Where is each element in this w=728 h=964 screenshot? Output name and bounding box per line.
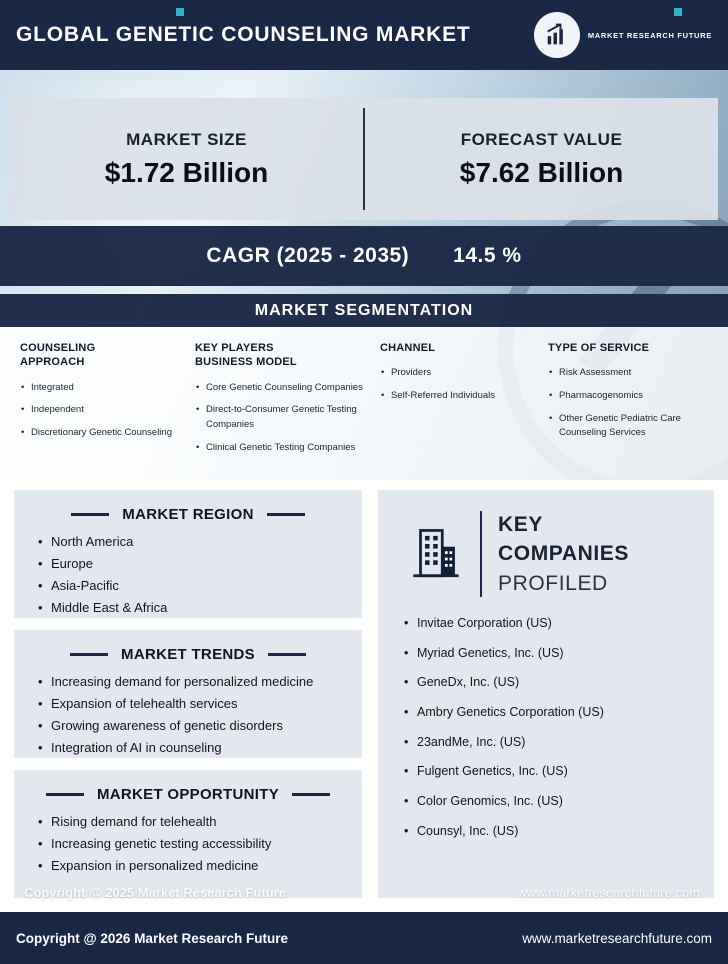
- segmentation-list: Core Genetic Counseling Companies Direct…: [195, 381, 364, 456]
- key-companies-box: KEY COMPANIES PROFILED Invitae Corporati…: [378, 490, 714, 898]
- list-item: 23andMe, Inc. (US): [404, 735, 694, 751]
- list-item: Invitae Corporation (US): [404, 616, 694, 632]
- list-item: Clinical Genetic Testing Companies: [195, 441, 364, 456]
- list-item: Growing awareness of genetic disorders: [38, 718, 346, 735]
- list-item: Counsyl, Inc. (US): [404, 824, 694, 840]
- forecast-value-label: FORECAST VALUE: [460, 129, 623, 149]
- title-dash-decoration: [45, 793, 84, 796]
- segmentation-heading: CHANNEL: [380, 342, 436, 354]
- section-title-row: MARKET OPPORTUNITY: [30, 786, 346, 803]
- title-dash-decoration: [71, 513, 110, 516]
- section-title: MARKET REGION: [122, 506, 254, 523]
- list-item: Fulgent Genetics, Inc. (US): [404, 764, 694, 780]
- list-item: Increasing genetic testing accessibility: [38, 836, 346, 853]
- market-stats-panel: MARKET SIZE $1.72 Billion FORECAST VALUE…: [10, 98, 718, 220]
- key-companies-title: KEY COMPANIES PROFILED: [498, 510, 629, 598]
- section-title-row: MARKET TRENDS: [30, 646, 346, 663]
- title-line: KEY: [498, 513, 543, 536]
- segmentation-heading: COUNSELING APPROACH: [20, 342, 96, 369]
- forecast-value-value: $7.62 Billion: [459, 156, 624, 188]
- building-icon: [413, 529, 459, 578]
- footer-bar: Copyright @ 2026 Market Research Future …: [0, 912, 728, 964]
- cagr-value: 14.5 %: [453, 244, 522, 267]
- logo-circle: [533, 12, 580, 58]
- section-title-row: MARKET REGION: [30, 506, 346, 523]
- footer-copyright: Copyright @ 2026 Market Research Future: [16, 930, 288, 946]
- cagr-band: CAGR (2025 - 2035) 14.5 %: [0, 226, 728, 286]
- footer-website-link[interactable]: www.marketresearchfuture.com: [522, 930, 712, 946]
- cagr-label: CAGR (2025 - 2035): [206, 244, 410, 267]
- list-item: Increasing demand for personalized medic…: [38, 674, 346, 691]
- segmentation-list: Risk Assessment Pharmacogenomics Other G…: [548, 366, 708, 441]
- segmentation-list: Integrated Independent Discretionary Gen…: [20, 381, 179, 441]
- header-bar: GLOBAL GENETIC COUNSELING MARKET MARKET …: [0, 0, 728, 70]
- list-item: Expansion in personalized medicine: [38, 858, 346, 875]
- market-region-box: MARKET REGION North America Europe Asia-…: [14, 490, 362, 618]
- segmentation-title-band: MARKET SEGMENTATION: [0, 294, 728, 327]
- title-dash-decoration: [292, 793, 331, 796]
- left-column: MARKET REGION North America Europe Asia-…: [14, 490, 362, 898]
- market-region-list: North America Europe Asia-Pacific Middle…: [30, 534, 346, 617]
- bar-chart-logo-icon: [547, 23, 563, 45]
- list-item: Direct-to-Consumer Genetic Testing Compa…: [195, 403, 364, 432]
- teal-square-decoration: [674, 8, 682, 16]
- market-size-stat: MARKET SIZE $1.72 Billion: [10, 98, 363, 220]
- list-item: Pharmacogenomics: [548, 389, 708, 404]
- market-size-value: $1.72 Billion: [104, 156, 269, 188]
- logo-text: MARKET RESEARCH FUTURE: [587, 30, 712, 40]
- forecast-value-stat: FORECAST VALUE $7.62 Billion: [365, 98, 718, 220]
- hero-section: MARKET SIZE $1.72 Billion FORECAST VALUE…: [0, 70, 728, 480]
- key-companies-header: KEY COMPANIES PROFILED: [398, 506, 694, 610]
- list-item: Color Genomics, Inc. (US): [404, 794, 694, 810]
- list-item: Myriad Genetics, Inc. (US): [404, 646, 694, 662]
- main-content: MARKET REGION North America Europe Asia-…: [0, 480, 728, 912]
- segmentation-column-channel: CHANNEL Providers Self-Referred Individu…: [372, 339, 540, 472]
- list-item: Self-Referred Individuals: [380, 389, 532, 404]
- market-trends-list: Increasing demand for personalized medic…: [30, 674, 346, 757]
- list-item: Integrated: [20, 381, 179, 396]
- stats-divider: [363, 108, 365, 210]
- companies-list: Invitae Corporation (US) Myriad Genetics…: [398, 616, 694, 839]
- market-opportunity-list: Rising demand for telehealth Increasing …: [30, 814, 346, 875]
- title-dash-decoration: [267, 653, 306, 656]
- vertical-divider: [480, 511, 482, 598]
- segmentation-column-key-players: KEY PLAYERS BUSINESS MODEL Core Genetic …: [187, 339, 372, 472]
- market-trends-box: MARKET TRENDS Increasing demand for pers…: [14, 630, 362, 758]
- list-item: Providers: [380, 366, 532, 381]
- segmentation-column-counseling-approach: COUNSELING APPROACH Integrated Independe…: [12, 339, 187, 472]
- segmentation-list: Providers Self-Referred Individuals: [380, 366, 532, 403]
- list-item: Discretionary Genetic Counseling: [20, 426, 179, 441]
- segmentation-heading: TYPE OF SERVICE: [548, 342, 650, 354]
- title-dash-decoration: [70, 653, 109, 656]
- title-dash-decoration: [266, 513, 305, 516]
- list-item: Middle East & Africa: [38, 600, 346, 617]
- segmentation-title: MARKET SEGMENTATION: [254, 301, 474, 319]
- list-item: Independent: [20, 403, 179, 418]
- list-item: Expansion of telehealth services: [38, 696, 346, 713]
- list-item: Core Genetic Counseling Companies: [195, 381, 364, 396]
- list-item: Risk Assessment: [548, 366, 708, 381]
- list-item: Europe: [38, 556, 346, 573]
- teal-square-decoration: [176, 8, 184, 16]
- list-item: Integration of AI in counseling: [38, 740, 346, 757]
- market-opportunity-box: MARKET OPPORTUNITY Rising demand for tel…: [14, 770, 362, 898]
- title-line: PROFILED: [498, 571, 608, 595]
- brand-logo: MARKET RESEARCH FUTURE: [533, 12, 712, 58]
- page-title: GLOBAL GENETIC COUNSELING MARKET: [16, 23, 471, 46]
- list-item: Other Genetic Pediatric Care Counseling …: [548, 412, 708, 441]
- segmentation-columns: COUNSELING APPROACH Integrated Independe…: [0, 327, 728, 480]
- right-column: KEY COMPANIES PROFILED Invitae Corporati…: [378, 490, 714, 898]
- list-item: Asia-Pacific: [38, 578, 346, 595]
- segmentation-heading: KEY PLAYERS BUSINESS MODEL: [195, 342, 297, 369]
- list-item: Ambry Genetics Corporation (US): [404, 705, 694, 721]
- list-item: North America: [38, 534, 346, 551]
- title-line: COMPANIES: [498, 542, 630, 566]
- list-item: Rising demand for telehealth: [38, 814, 346, 831]
- market-size-label: MARKET SIZE: [126, 129, 247, 149]
- section-title: MARKET OPPORTUNITY: [96, 786, 280, 803]
- segmentation-column-type-of-service: TYPE OF SERVICE Risk Assessment Pharmaco…: [540, 339, 716, 472]
- list-item: GeneDx, Inc. (US): [404, 675, 694, 691]
- section-title: MARKET TRENDS: [121, 646, 255, 663]
